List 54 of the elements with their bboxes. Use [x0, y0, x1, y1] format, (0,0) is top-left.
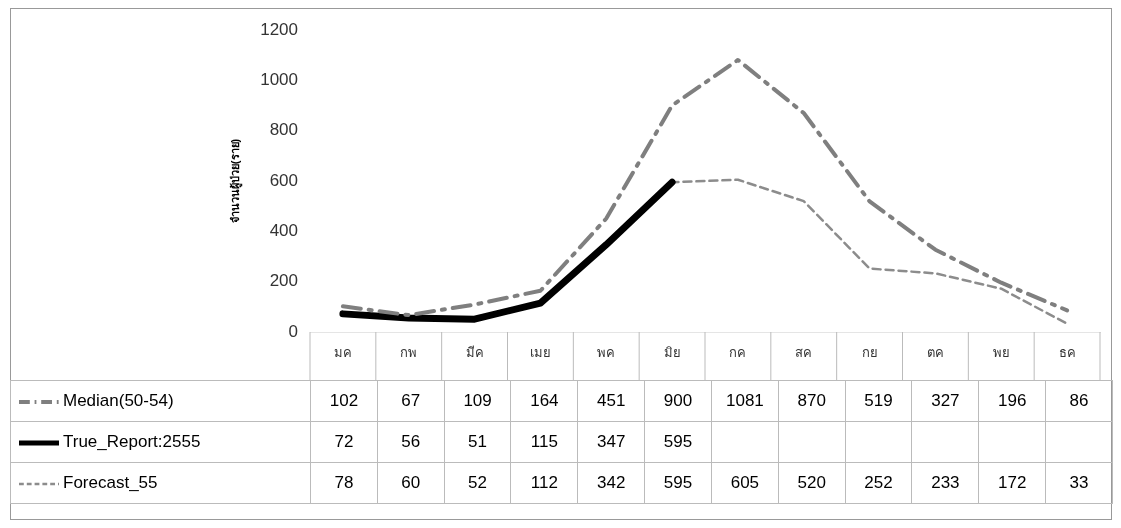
x-tick-label: พย — [992, 345, 1010, 361]
data-label: 1081 — [711, 380, 779, 422]
data-label: 112 — [510, 462, 578, 504]
y-tick-label: 400 — [269, 221, 298, 241]
legend-label: Forecast_55 — [10, 462, 311, 504]
x-tick-label: ตค — [926, 345, 944, 361]
data-label: 519 — [845, 380, 912, 422]
data-label: 51 — [444, 421, 511, 463]
y-tick-label: 1200 — [260, 19, 298, 39]
data-label: 78 — [310, 462, 378, 504]
data-label: 252 — [845, 462, 912, 504]
x-tick-label: กย — [861, 345, 878, 361]
x-tick-label: มค — [333, 345, 352, 361]
x-tick-label: มิย — [663, 345, 681, 361]
y-tick-label: 800 — [269, 120, 298, 140]
data-label: 72 — [310, 421, 378, 463]
data-label: 605 — [711, 462, 779, 504]
y-tick-label: 1000 — [260, 70, 298, 90]
data-label: 327 — [911, 380, 979, 422]
data-label: 342 — [577, 462, 645, 504]
data-label: 56 — [377, 421, 445, 463]
data-label: 347 — [577, 421, 645, 463]
x-tick-label: เมย — [529, 345, 551, 361]
data-label: 109 — [444, 380, 511, 422]
data-label: 67 — [377, 380, 445, 422]
x-tick-label: สค — [795, 345, 813, 361]
x-tick-label: ธค — [1058, 345, 1076, 361]
y-axis-title: จำนวนผู้ป่วย(ราย) — [228, 138, 243, 224]
x-tick-label: กพ — [400, 345, 418, 361]
data-label: 595 — [644, 462, 712, 504]
data-label: 164 — [510, 380, 578, 422]
data-label: 172 — [978, 462, 1046, 504]
data-label: 60 — [377, 462, 445, 504]
data-label: 451 — [577, 380, 645, 422]
data-label: 520 — [778, 462, 846, 504]
legend-label: True_Report:2555 — [10, 421, 311, 463]
y-tick-label: 0 — [288, 321, 298, 341]
legend-label: Median(50-54) — [10, 380, 311, 422]
data-label: 33 — [1045, 462, 1113, 504]
x-tick-label: พค — [597, 345, 616, 361]
data-label: 233 — [911, 462, 979, 504]
data-label: 115 — [510, 421, 578, 463]
data-label: 52 — [444, 462, 511, 504]
data-label: 870 — [778, 380, 846, 422]
y-tick-label: 200 — [269, 271, 298, 291]
x-tick-label: มีค — [465, 345, 484, 361]
data-label: 196 — [978, 380, 1046, 422]
line-series — [340, 57, 1070, 318]
data-label: 102 — [310, 380, 378, 422]
data-label: 86 — [1045, 380, 1113, 422]
x-tick-label: กค — [729, 345, 747, 361]
data-label: 595 — [644, 421, 712, 463]
data-label: 900 — [644, 380, 712, 422]
y-tick-label: 600 — [269, 170, 298, 190]
